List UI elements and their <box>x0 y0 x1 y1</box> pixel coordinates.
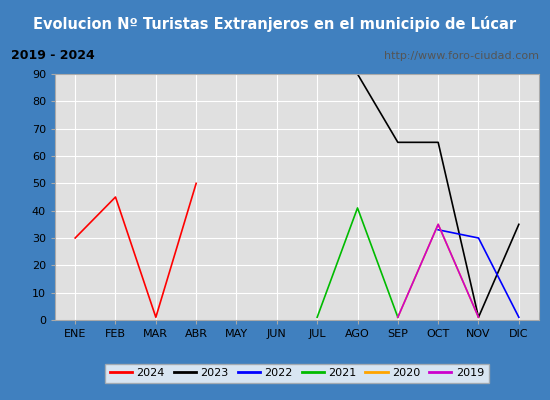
Text: http://www.foro-ciudad.com: http://www.foro-ciudad.com <box>384 51 539 61</box>
Text: Evolucion Nº Turistas Extranjeros en el municipio de Lúcar: Evolucion Nº Turistas Extranjeros en el … <box>34 16 516 32</box>
Text: 2019 - 2024: 2019 - 2024 <box>11 49 95 62</box>
Legend: 2024, 2023, 2022, 2021, 2020, 2019: 2024, 2023, 2022, 2021, 2020, 2019 <box>106 364 488 382</box>
